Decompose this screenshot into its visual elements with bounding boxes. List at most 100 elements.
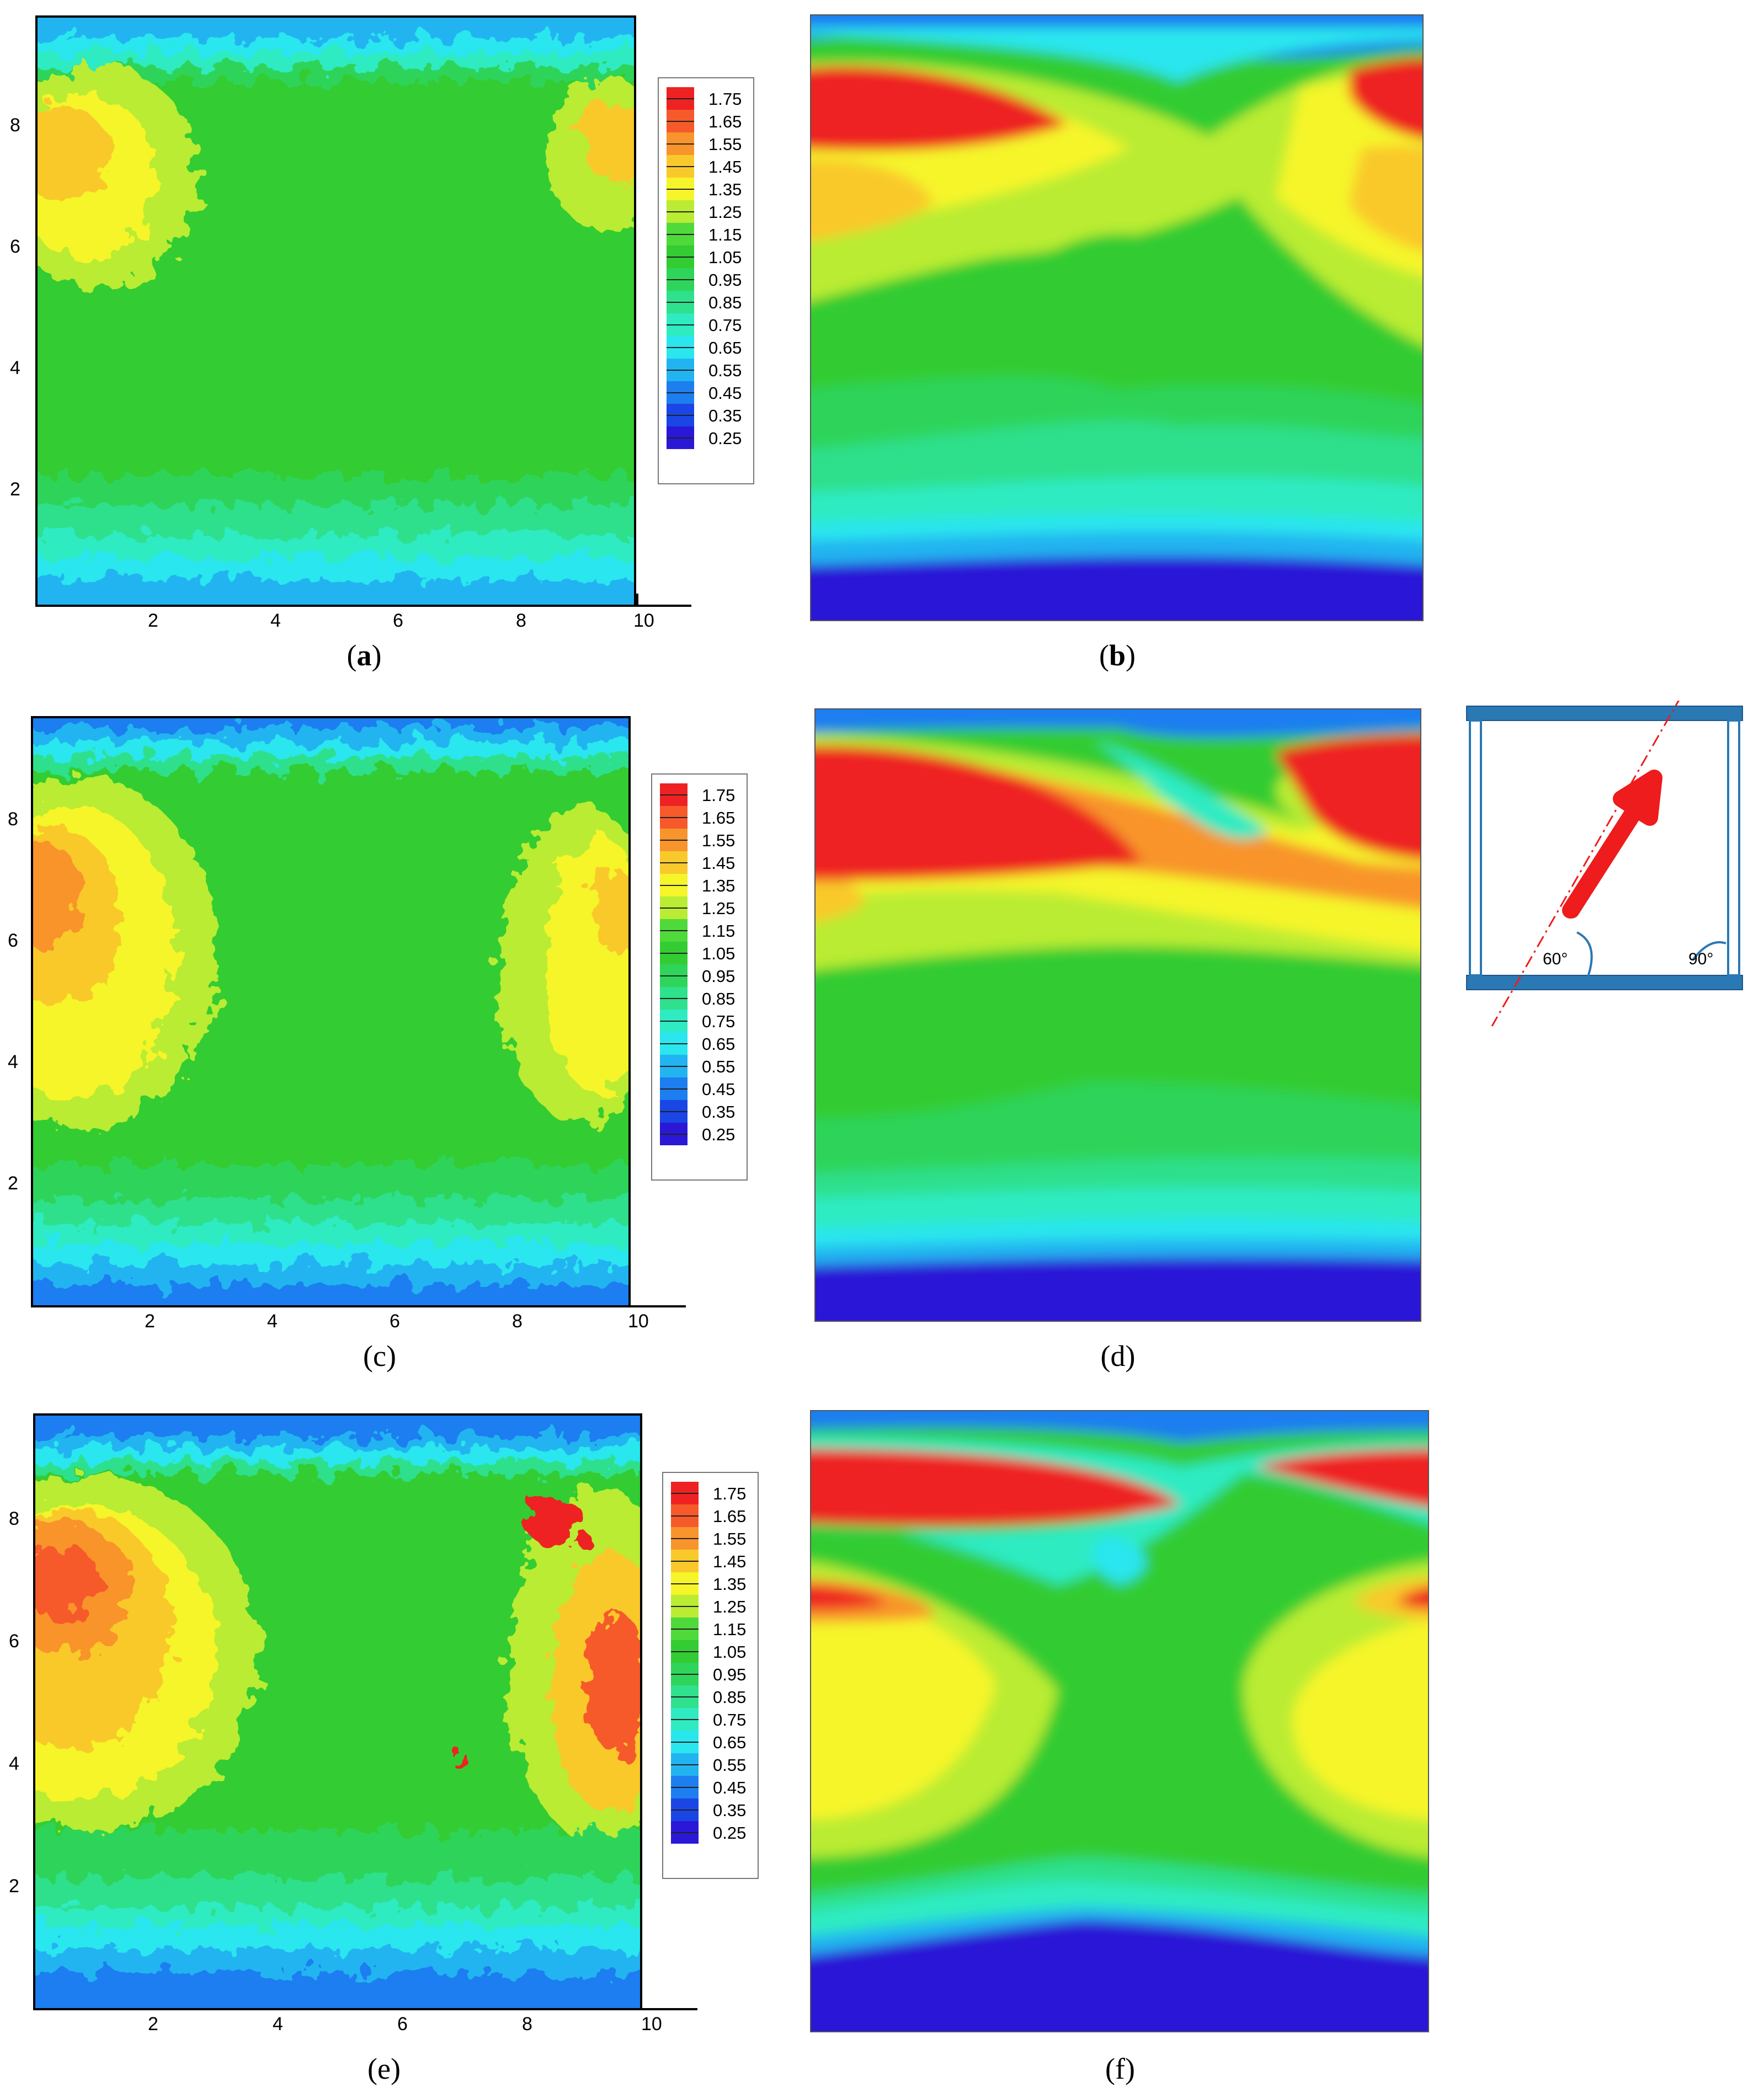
legend-tick-line	[660, 1134, 688, 1135]
inset-bottom-beam	[1466, 975, 1743, 990]
panel-a-field	[38, 18, 634, 605]
legend-label: 0.25	[702, 1125, 736, 1144]
y-tick-6: 6	[8, 930, 18, 951]
legend-item-1-65: 1.65	[671, 1504, 759, 1527]
legend-label: 1.05	[708, 248, 742, 267]
legend-tick-line	[671, 1629, 699, 1630]
legend-item-1-25: 1.25	[667, 200, 755, 223]
legend-tick-line	[671, 1674, 699, 1675]
legend-tick-line	[667, 98, 694, 99]
legend-label: 0.55	[713, 1755, 747, 1775]
legend-label: 0.45	[708, 383, 742, 403]
legend-label: 0.85	[702, 989, 736, 1008]
legend-item-0-65: 0.65	[660, 1032, 748, 1055]
y-tick-8: 8	[10, 115, 20, 136]
legend-item-0-65: 0.65	[667, 336, 755, 359]
colorbar-legend: 1.75 1.65 1.55 1.45 1.35 1.25 1.15 1.05 0.95 0.85…	[651, 773, 748, 1181]
legend-label: 0.75	[713, 1710, 747, 1729]
legend-tick-line	[667, 257, 694, 258]
legend-item-0-85: 0.85	[671, 1685, 759, 1708]
legend-item-1-05: 1.05	[660, 942, 748, 964]
legend-item-1-25: 1.25	[671, 1595, 759, 1617]
legend-label: 0.45	[713, 1778, 747, 1797]
legend-tick-line	[667, 189, 694, 190]
y-tick-6: 6	[10, 236, 20, 257]
legend-label: 1.05	[702, 944, 736, 963]
legend-tick-line	[667, 211, 694, 212]
legend-label: 0.55	[702, 1057, 736, 1076]
legend-tick-line	[667, 166, 694, 167]
inset-right-post	[1727, 719, 1740, 976]
inset-angle-left-arc	[1576, 931, 1593, 977]
legend-tick-line	[660, 817, 688, 818]
legend-tick-line	[671, 1583, 699, 1584]
legend-item-0-35: 0.35	[667, 404, 755, 426]
legend-item-1-75: 1.75	[660, 783, 748, 806]
legend-item-0-95: 0.95	[667, 268, 755, 291]
legend-label: 1.55	[708, 135, 742, 154]
y-tick-6: 6	[9, 1631, 19, 1652]
legend-item-0-55: 0.55	[671, 1753, 759, 1776]
legend-item-1-55: 1.55	[660, 829, 748, 851]
y-tick-2: 2	[10, 479, 20, 500]
panel-b-field	[811, 15, 1422, 620]
panel-a-x-axis-ext	[636, 605, 691, 607]
caption-d: (d)	[1100, 1339, 1136, 1373]
legend-item-1-15: 1.15	[667, 223, 755, 245]
x-tick-8: 8	[512, 1311, 523, 1332]
caption-f: (f)	[1105, 2052, 1135, 2085]
legend-tick-line	[671, 1787, 699, 1788]
y-tick-4: 4	[10, 357, 20, 378]
colorbar-legend: 1.75 1.65 1.55 1.45 1.35 1.25 1.15 1.05 0.95 0.85…	[658, 77, 754, 484]
legend-tick-line	[671, 1809, 699, 1811]
panel-c: 2 4 6 8 10 8 6 4 2 (c) 1.75 1.65 1.55 1.45 1…	[0, 701, 784, 1385]
legend-label: 0.95	[713, 1665, 747, 1684]
legend-tick-line	[660, 930, 688, 931]
x-tick-10: 10	[641, 2014, 662, 2035]
legend-label: 1.15	[713, 1620, 747, 1639]
legend-tick-line	[667, 121, 694, 122]
legend-label: 1.45	[702, 853, 736, 873]
panel-d-plot	[814, 708, 1421, 1322]
panel-f-field	[811, 1411, 1428, 2031]
x-tick-6: 6	[390, 1311, 400, 1332]
legend-label: 0.65	[708, 338, 742, 357]
inset-top-beam	[1466, 706, 1743, 721]
legend-label: 0.65	[713, 1733, 747, 1752]
panel-c-field	[33, 718, 628, 1305]
legend-label: 1.65	[708, 112, 742, 131]
legend-label: 0.25	[713, 1823, 747, 1843]
panel-c-plot	[31, 716, 631, 1307]
x-tick-4: 4	[273, 2014, 283, 2035]
legend-label: 0.35	[702, 1102, 736, 1122]
inset-left-post	[1469, 719, 1482, 976]
legend-tick-line	[660, 840, 688, 841]
legend-item-0-85: 0.85	[667, 291, 755, 313]
legend-tick-line	[660, 953, 688, 954]
legend-tick-line	[667, 324, 694, 325]
y-tick-4: 4	[8, 1051, 18, 1072]
legend-label: 1.45	[713, 1552, 747, 1571]
panel-e-field	[35, 1416, 640, 2008]
panel-f: (f)	[784, 1401, 1446, 2098]
legend-tick-line	[660, 1021, 688, 1022]
legend-item-1-55: 1.55	[671, 1527, 759, 1550]
legend-item-1-35: 1.35	[667, 178, 755, 200]
legend-label: 0.95	[708, 270, 742, 290]
legend-tick-line	[671, 1561, 699, 1562]
legend-item-1-05: 1.05	[671, 1640, 759, 1663]
legend-item-1-35: 1.35	[660, 874, 748, 896]
x-tick-6: 6	[393, 610, 403, 631]
legend-label: 1.55	[713, 1529, 747, 1549]
legend-item-0-35: 0.35	[671, 1798, 759, 1821]
panel-e: 2 4 6 8 10 8 6 4 2 (e) 1.75 1.65 1.55 1.45 1…	[0, 1401, 784, 2098]
legend-tick-line	[671, 1538, 699, 1539]
legend-tick-line	[660, 885, 688, 886]
legend-label: 1.05	[713, 1642, 747, 1662]
legend-tick-line	[667, 279, 694, 280]
legend-item-1-15: 1.15	[671, 1617, 759, 1640]
inset-svg	[1466, 695, 1743, 1027]
legend-item-1-35: 1.35	[671, 1572, 759, 1595]
legend-tick-line	[671, 1493, 699, 1494]
legend-item-0-25: 0.25	[660, 1123, 748, 1145]
